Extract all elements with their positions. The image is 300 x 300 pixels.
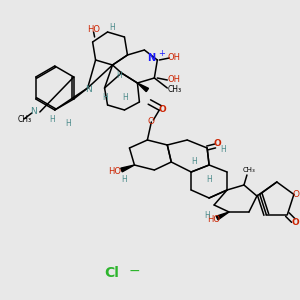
Polygon shape	[121, 165, 134, 172]
Text: H: H	[65, 118, 70, 127]
Text: HO: HO	[87, 26, 100, 34]
Text: CH₃: CH₃	[167, 85, 181, 94]
Text: H: H	[220, 146, 226, 154]
Text: O: O	[148, 118, 155, 127]
Text: N: N	[85, 85, 92, 94]
Text: Cl: Cl	[105, 266, 119, 280]
Text: OH: OH	[168, 76, 181, 85]
Text: +: +	[158, 50, 165, 58]
Text: N: N	[31, 107, 37, 116]
Text: CH₃: CH₃	[243, 167, 255, 173]
Text: H: H	[49, 116, 55, 124]
Text: OH: OH	[168, 52, 181, 62]
Polygon shape	[137, 83, 148, 92]
Text: H: H	[191, 158, 197, 166]
Text: H: H	[122, 176, 127, 184]
Text: H: H	[103, 94, 108, 103]
Text: O: O	[292, 218, 299, 227]
Text: O: O	[213, 139, 221, 148]
Polygon shape	[216, 212, 229, 220]
Text: H: H	[206, 176, 212, 184]
Text: CH₃: CH₃	[18, 116, 32, 124]
Text: H: H	[204, 211, 210, 220]
Text: −: −	[128, 264, 140, 278]
Text: H: H	[110, 23, 116, 32]
Text: H: H	[123, 94, 128, 103]
Text: N: N	[147, 53, 155, 63]
Text: HO: HO	[108, 167, 121, 176]
Text: H: H	[117, 70, 122, 80]
Text: O: O	[292, 190, 299, 199]
Text: O: O	[158, 106, 166, 115]
Text: HO: HO	[208, 215, 220, 224]
